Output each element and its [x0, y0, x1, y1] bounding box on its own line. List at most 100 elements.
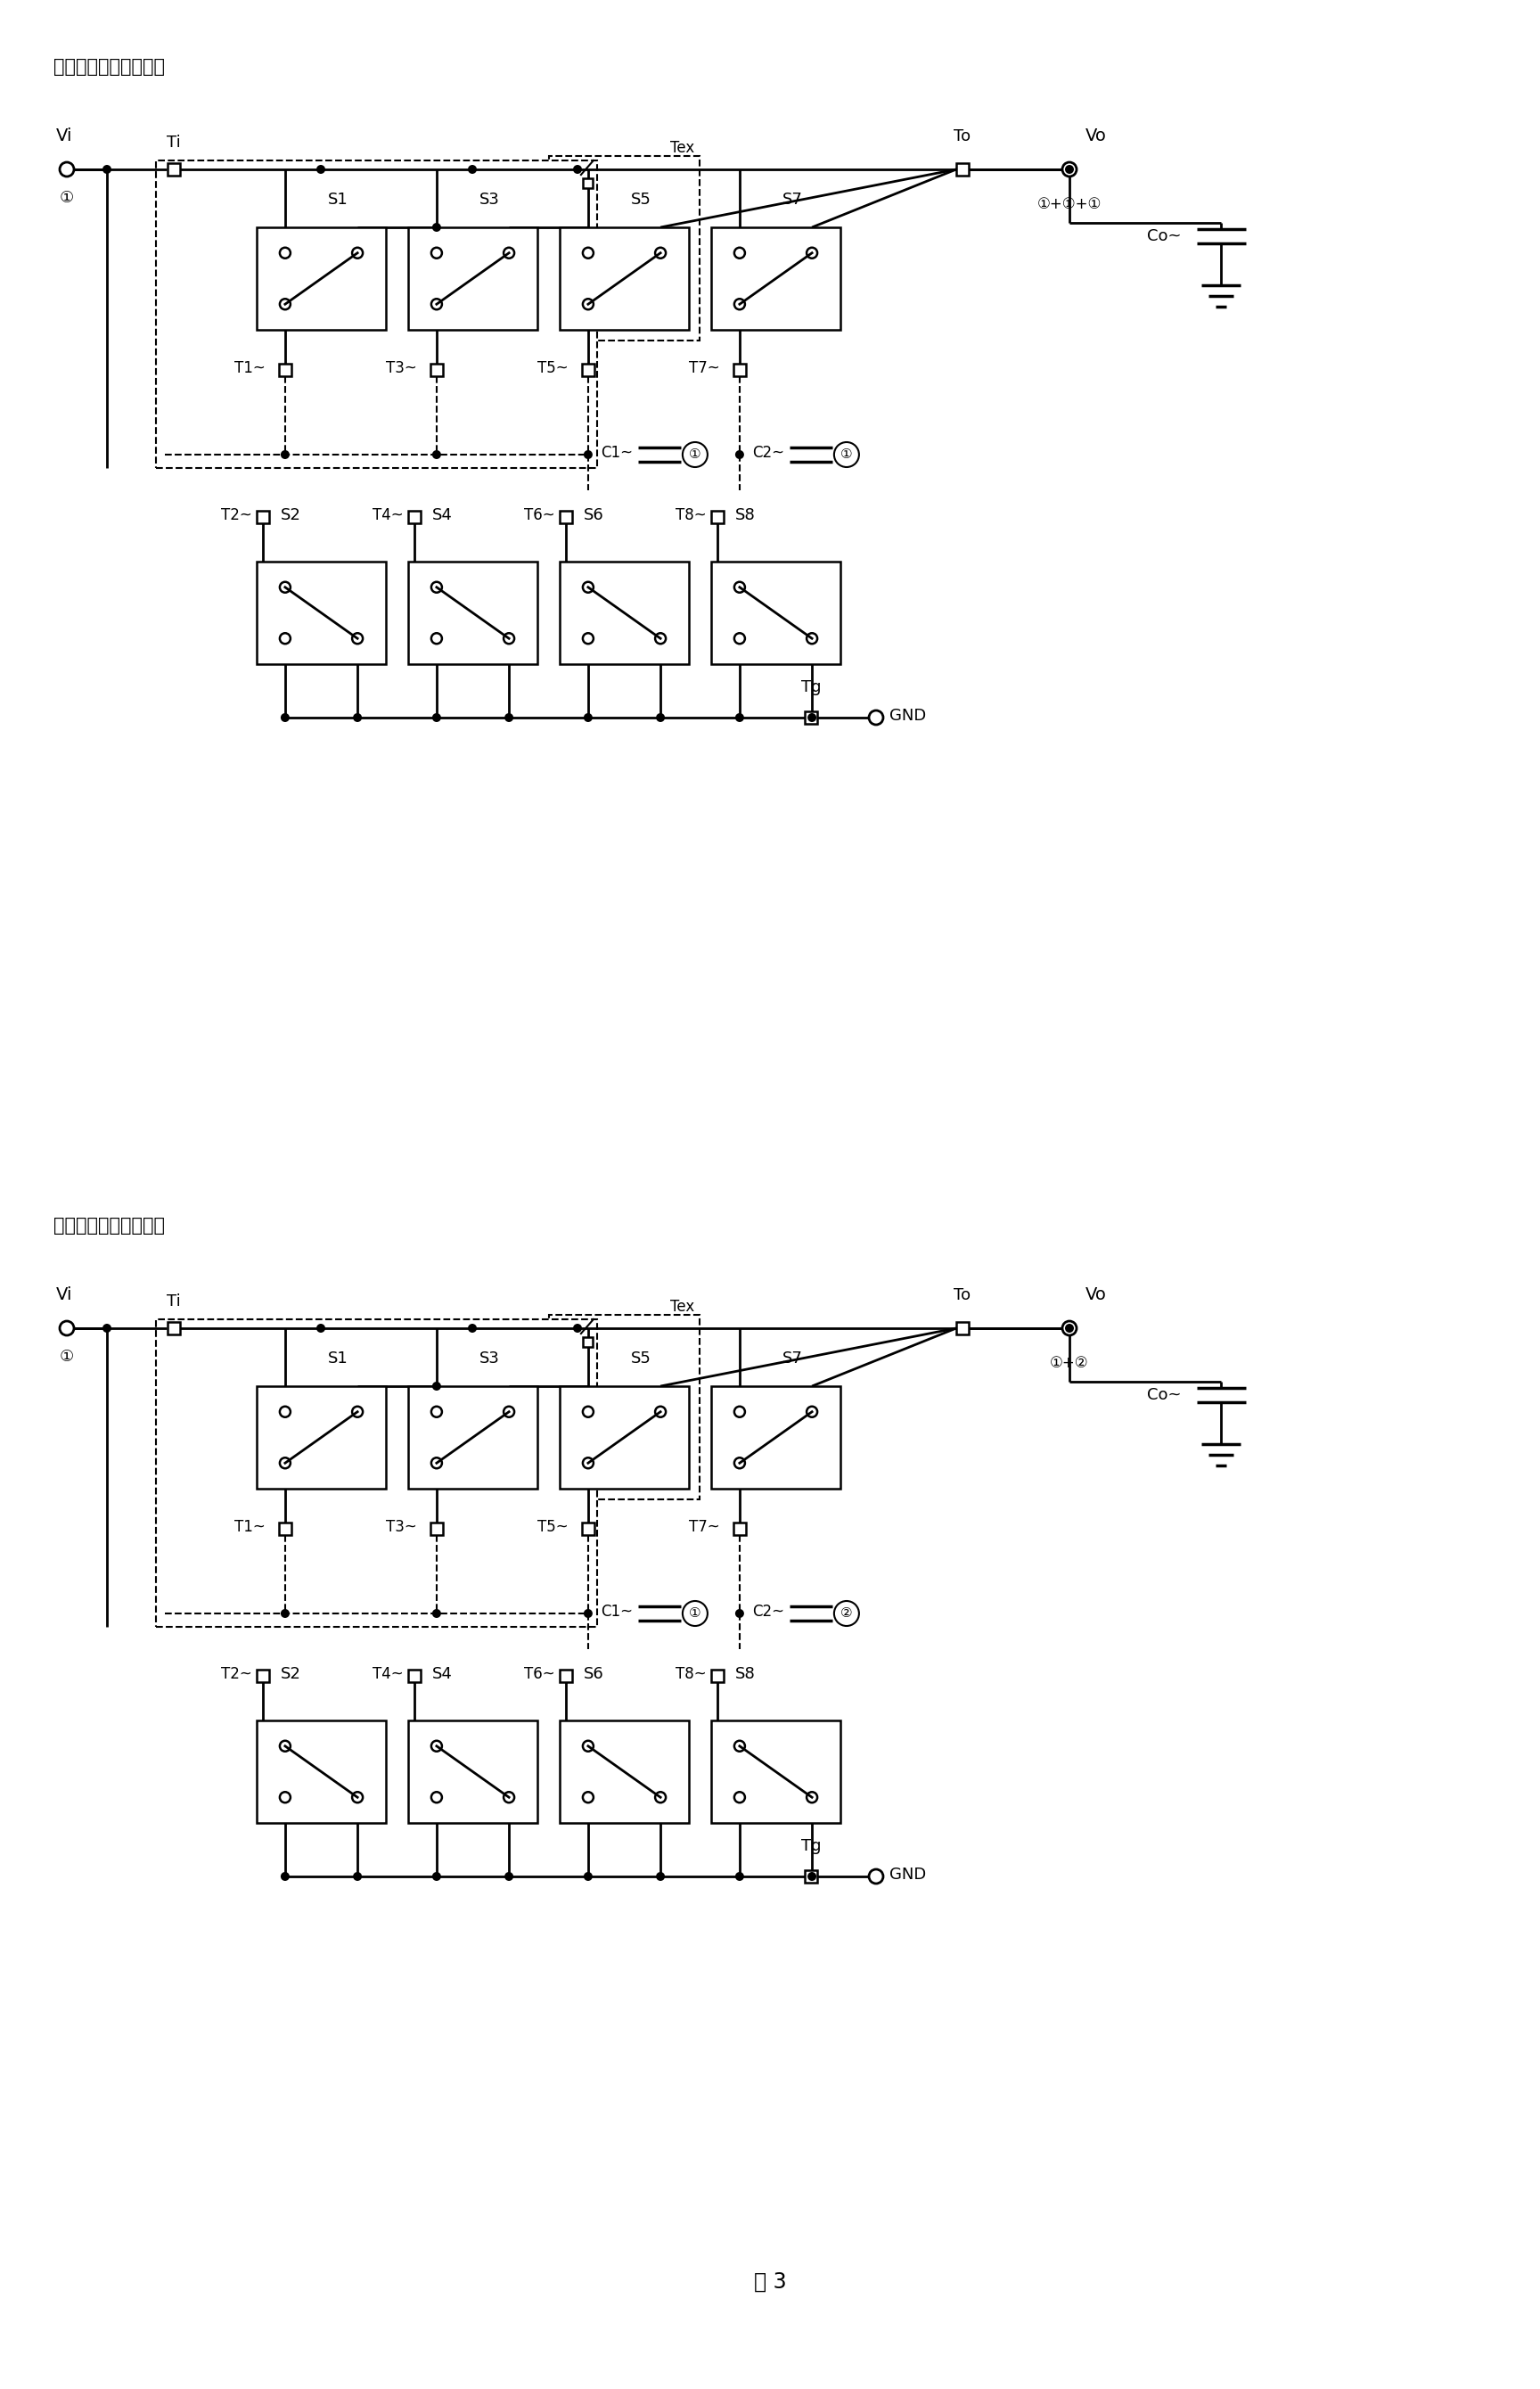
Circle shape: [573, 165, 582, 174]
Bar: [548, 155, 699, 342]
Text: ①: ①: [60, 189, 74, 205]
Circle shape: [353, 1407, 363, 1417]
Circle shape: [582, 1457, 593, 1469]
Circle shape: [869, 710, 882, 724]
Bar: [257, 561, 387, 664]
Text: T8~: T8~: [676, 506, 707, 523]
Text: T5~: T5~: [537, 361, 568, 375]
Text: ①: ①: [60, 1350, 74, 1364]
Circle shape: [103, 1324, 111, 1333]
Circle shape: [504, 1792, 514, 1804]
Circle shape: [280, 1610, 290, 1617]
Text: T6~: T6~: [524, 1665, 556, 1682]
Text: ＜３倍升压－第１例＞: ＜３倍升压－第１例＞: [54, 57, 165, 76]
Bar: [408, 1720, 537, 1823]
Circle shape: [433, 1610, 440, 1617]
Circle shape: [280, 449, 290, 459]
Text: S7: S7: [782, 1350, 802, 1367]
Circle shape: [807, 248, 818, 258]
Circle shape: [582, 299, 593, 311]
Text: S6: S6: [584, 1665, 604, 1682]
Bar: [430, 1522, 444, 1536]
Bar: [257, 511, 270, 523]
Bar: [257, 1720, 387, 1823]
Text: ①: ①: [841, 449, 853, 461]
Circle shape: [654, 1792, 665, 1804]
Circle shape: [1063, 162, 1076, 177]
Bar: [582, 363, 594, 375]
Bar: [408, 561, 537, 664]
Circle shape: [584, 449, 593, 459]
Bar: [257, 227, 387, 330]
Bar: [168, 162, 180, 177]
Circle shape: [280, 299, 291, 311]
Circle shape: [433, 1381, 440, 1390]
Bar: [711, 1670, 724, 1682]
Circle shape: [735, 1407, 745, 1417]
Bar: [559, 561, 688, 664]
Circle shape: [431, 633, 442, 643]
Text: Tg: Tg: [801, 1837, 821, 1854]
Text: C2~: C2~: [752, 444, 784, 461]
Circle shape: [353, 1792, 363, 1804]
Circle shape: [582, 583, 593, 592]
Bar: [257, 1670, 270, 1682]
Circle shape: [735, 1742, 745, 1751]
Text: Tex: Tex: [670, 141, 695, 155]
Circle shape: [654, 1407, 665, 1417]
Circle shape: [431, 248, 442, 258]
Circle shape: [433, 1873, 440, 1880]
Text: S1: S1: [328, 191, 348, 208]
Circle shape: [280, 1792, 291, 1804]
Text: Vo: Vo: [1086, 127, 1107, 143]
Bar: [559, 1720, 688, 1823]
Circle shape: [316, 1324, 325, 1333]
Circle shape: [280, 1873, 290, 1880]
Circle shape: [735, 1457, 745, 1469]
Text: T6~: T6~: [524, 506, 556, 523]
Circle shape: [735, 449, 744, 459]
Text: Vo: Vo: [1086, 1285, 1107, 1304]
Text: S3: S3: [479, 1350, 499, 1367]
Text: S8: S8: [735, 1665, 756, 1682]
Circle shape: [103, 165, 111, 174]
Circle shape: [835, 1601, 859, 1627]
Text: ②: ②: [841, 1608, 853, 1620]
Circle shape: [573, 1324, 582, 1333]
Text: T7~: T7~: [688, 1519, 721, 1536]
Circle shape: [654, 248, 665, 258]
Bar: [711, 511, 724, 523]
Circle shape: [835, 442, 859, 468]
Text: GND: GND: [890, 707, 926, 724]
Text: T4~: T4~: [373, 506, 403, 523]
Bar: [711, 1386, 841, 1488]
Circle shape: [280, 1742, 291, 1751]
Circle shape: [433, 714, 440, 721]
Circle shape: [433, 449, 440, 459]
Circle shape: [869, 1868, 882, 1883]
Circle shape: [735, 248, 745, 258]
Bar: [548, 1314, 699, 1500]
Text: Tg: Tg: [801, 678, 821, 695]
Text: ＜３倍升压－第２例＞: ＜３倍升压－第２例＞: [54, 1216, 165, 1235]
Circle shape: [353, 1873, 362, 1880]
Circle shape: [807, 714, 816, 721]
Circle shape: [431, 583, 442, 592]
Text: To: To: [953, 129, 972, 143]
Text: S3: S3: [479, 191, 499, 208]
Text: T3~: T3~: [387, 1519, 417, 1536]
Text: C2~: C2~: [752, 1603, 784, 1620]
Text: S4: S4: [433, 1665, 453, 1682]
Text: S8: S8: [735, 506, 756, 523]
Text: C1~: C1~: [601, 444, 633, 461]
Text: ①: ①: [688, 1608, 701, 1620]
Circle shape: [807, 633, 818, 643]
Bar: [408, 227, 537, 330]
Circle shape: [1063, 1321, 1076, 1335]
Circle shape: [682, 1601, 707, 1627]
Bar: [408, 1670, 420, 1682]
Text: Ti: Ti: [166, 1292, 180, 1309]
Circle shape: [60, 162, 74, 177]
Text: 图 3: 图 3: [753, 2272, 787, 2293]
Circle shape: [582, 633, 593, 643]
